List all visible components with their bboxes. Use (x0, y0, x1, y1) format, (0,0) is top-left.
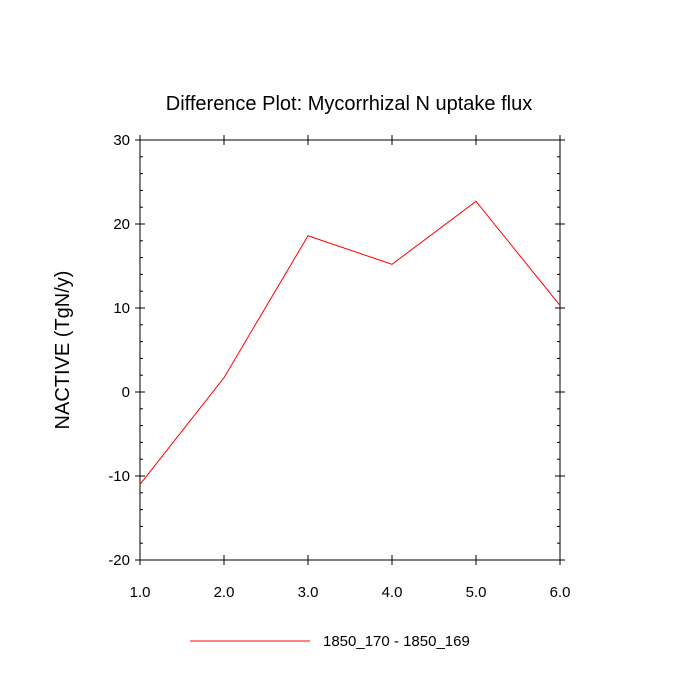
series-line (139, 200, 561, 485)
y-tick-label: -10 (108, 468, 130, 485)
legend-label: 1850_170 - 1850_169 (323, 633, 470, 650)
y-tick-label: -20 (108, 552, 130, 569)
x-tick-label: 4.0 (382, 584, 403, 601)
x-tick-label: 1.0 (130, 584, 151, 601)
x-tick-label: 6.0 (550, 584, 571, 601)
minor-ticks (140, 156, 560, 544)
legend: 1850_170 - 1850_169 (190, 633, 470, 650)
y-tick-labels: -20 -10 0 10 20 30 (108, 132, 130, 569)
major-ticks (135, 135, 565, 565)
y-axis-label: NACTIVE (TgN/y) (52, 271, 74, 430)
x-tick-label: 5.0 (466, 584, 487, 601)
x-tick-label: 2.0 (214, 584, 235, 601)
y-tick-label: 0 (122, 384, 130, 401)
y-tick-label: 30 (113, 132, 130, 149)
y-tick-label: 20 (113, 216, 130, 233)
plot-frame (139, 139, 561, 561)
series-layer (139, 200, 561, 485)
chart-title: Difference Plot: Mycorrhizal N uptake fl… (166, 93, 532, 115)
x-tick-label: 3.0 (298, 584, 319, 601)
y-tick-label: 10 (113, 300, 130, 317)
x-tick-labels: 1.0 2.0 3.0 4.0 5.0 6.0 (130, 584, 571, 601)
